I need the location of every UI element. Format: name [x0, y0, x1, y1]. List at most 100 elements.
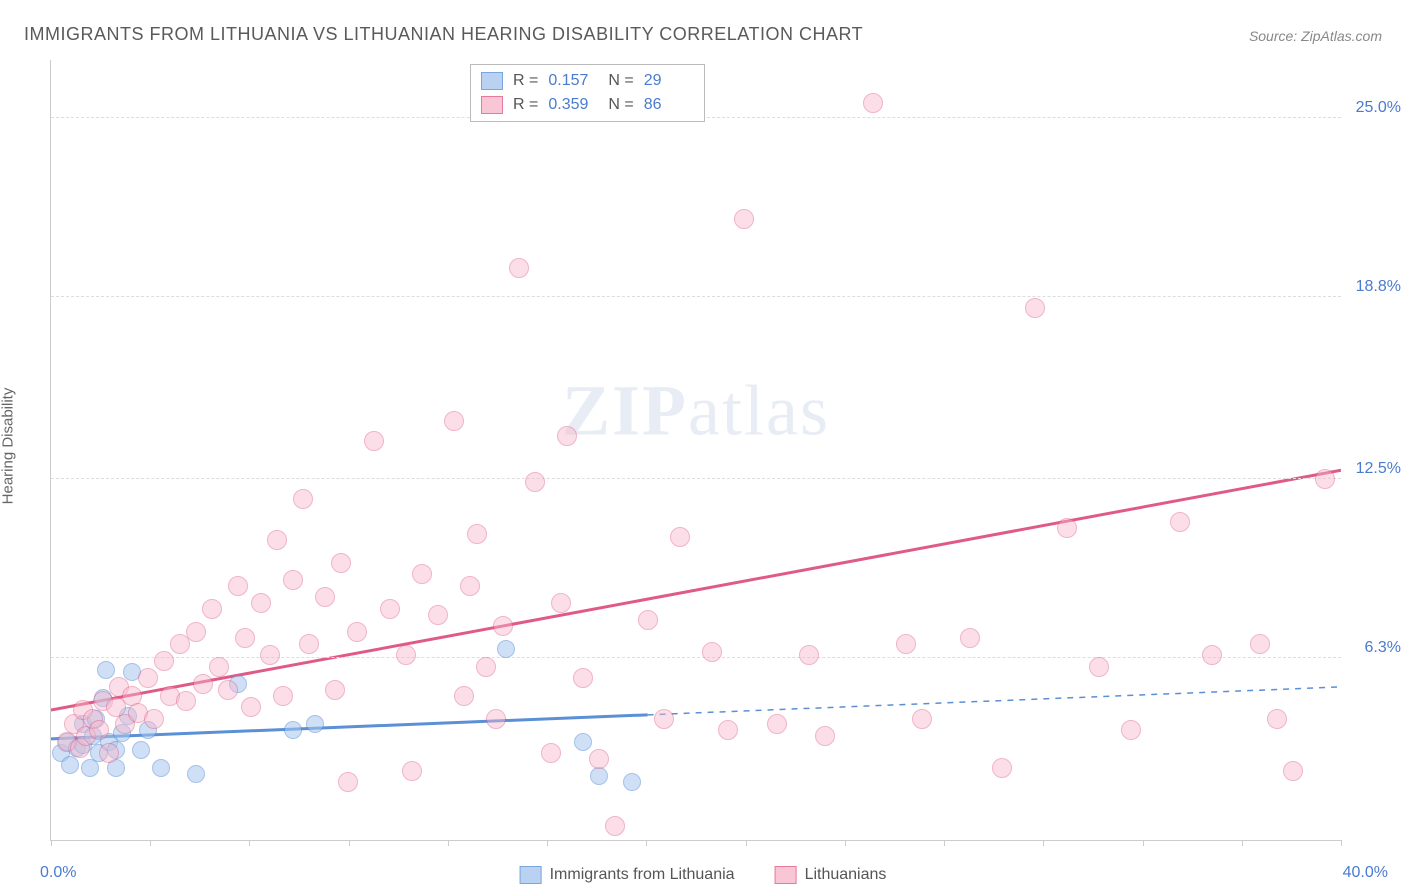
n-value: 29 [644, 72, 694, 90]
data-point [799, 645, 819, 665]
data-point [1025, 298, 1045, 318]
data-point [218, 680, 238, 700]
gridline [51, 478, 1341, 479]
data-point [193, 674, 213, 694]
data-point [654, 709, 674, 729]
legend-row: R =0.359N =86 [481, 93, 694, 117]
data-point [152, 759, 170, 777]
data-point [202, 599, 222, 619]
y-tick-label: 18.8% [1346, 278, 1401, 296]
gridline [51, 296, 1341, 297]
data-point [228, 576, 248, 596]
data-point [338, 772, 358, 792]
data-point [412, 564, 432, 584]
data-point [896, 634, 916, 654]
data-point [454, 686, 474, 706]
data-point [325, 680, 345, 700]
legend-item: Lithuanians [775, 866, 887, 884]
data-point [144, 709, 164, 729]
data-point [283, 570, 303, 590]
legend-swatch [481, 72, 503, 90]
watermark-light: atlas [688, 371, 830, 451]
data-point [380, 599, 400, 619]
data-point [815, 726, 835, 746]
data-point [557, 426, 577, 446]
data-point [605, 816, 625, 836]
trend-line-extrapolated [648, 687, 1341, 715]
data-point [1202, 645, 1222, 665]
legend-item: Immigrants from Lithuania [520, 866, 735, 884]
data-point [260, 645, 280, 665]
r-label: R = [513, 96, 538, 114]
data-point [99, 743, 119, 763]
data-point [299, 634, 319, 654]
data-point [702, 642, 722, 662]
r-label: R = [513, 72, 538, 90]
source-attribution: Source: ZipAtlas.com [1249, 28, 1382, 44]
trend-lines [51, 60, 1341, 840]
data-point [525, 472, 545, 492]
x-tick [150, 840, 151, 846]
plot-area: ZIPatlas 6.3%12.5%18.8%25.0% [50, 60, 1341, 841]
x-tick [1242, 840, 1243, 846]
data-point [1057, 518, 1077, 538]
chart-title: IMMIGRANTS FROM LITHUANIA VS LITHUANIAN … [24, 24, 863, 45]
data-point [428, 605, 448, 625]
x-tick [51, 840, 52, 846]
x-tick [1043, 840, 1044, 846]
y-tick-label: 12.5% [1346, 460, 1401, 478]
legend-swatch [775, 866, 797, 884]
legend-label: Lithuanians [805, 866, 887, 884]
data-point [638, 610, 658, 630]
data-point [573, 668, 593, 688]
data-point [767, 714, 787, 734]
data-point [186, 622, 206, 642]
data-point [1283, 761, 1303, 781]
data-point [187, 765, 205, 783]
data-point [541, 743, 561, 763]
x-tick [249, 840, 250, 846]
data-point [89, 720, 109, 740]
data-point [1170, 512, 1190, 532]
x-tick [845, 840, 846, 846]
data-point [1315, 469, 1335, 489]
data-point [61, 756, 79, 774]
data-point [574, 733, 592, 751]
data-point [476, 657, 496, 677]
data-point [331, 553, 351, 573]
data-point [315, 587, 335, 607]
x-tick [349, 840, 350, 846]
data-point [241, 697, 261, 717]
data-point [590, 767, 608, 785]
data-point [467, 524, 487, 544]
data-point [623, 773, 641, 791]
data-point [209, 657, 229, 677]
data-point [364, 431, 384, 451]
data-point [138, 668, 158, 688]
data-point [132, 741, 150, 759]
series-legend: Immigrants from Lithuania Lithuanians [520, 866, 887, 884]
data-point [176, 691, 196, 711]
y-tick-label: 25.0% [1346, 99, 1401, 117]
r-value: 0.157 [548, 72, 598, 90]
data-point [734, 209, 754, 229]
watermark-bold: ZIP [562, 371, 688, 451]
data-point [486, 709, 506, 729]
data-point [1250, 634, 1270, 654]
x-axis-min-label: 0.0% [40, 864, 76, 882]
data-point [497, 640, 515, 658]
data-point [718, 720, 738, 740]
data-point [1267, 709, 1287, 729]
legend-label: Immigrants from Lithuania [550, 866, 735, 884]
data-point [509, 258, 529, 278]
n-label: N = [608, 96, 633, 114]
data-point [284, 721, 302, 739]
x-tick [1341, 840, 1342, 846]
data-point [460, 576, 480, 596]
n-value: 86 [644, 96, 694, 114]
data-point [273, 686, 293, 706]
data-point [154, 651, 174, 671]
data-point [267, 530, 287, 550]
data-point [960, 628, 980, 648]
x-tick [547, 840, 548, 846]
